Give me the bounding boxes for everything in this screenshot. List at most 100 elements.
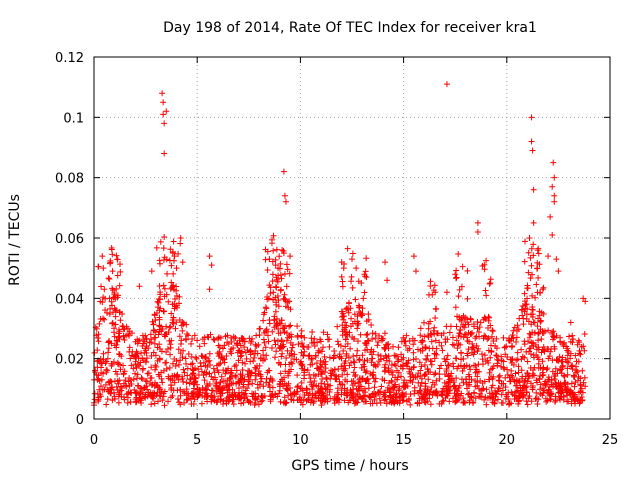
data-point: [236, 379, 243, 386]
data-point: [416, 359, 423, 366]
data-point: [540, 371, 547, 378]
data-point: [436, 375, 443, 382]
data-point: [229, 398, 236, 405]
data-point: [388, 378, 395, 385]
data-point: [324, 336, 331, 343]
data-point: [384, 277, 391, 284]
data-point: [103, 358, 110, 365]
data-point: [183, 392, 190, 399]
data-point: [158, 328, 165, 335]
data-point: [338, 259, 345, 266]
data-point: [578, 394, 585, 401]
data-point: [319, 397, 326, 404]
data-point: [122, 377, 129, 384]
data-point: [281, 380, 288, 387]
data-point: [252, 376, 259, 383]
data-point: [342, 336, 349, 343]
data-point: [228, 338, 235, 345]
data-point: [254, 381, 261, 388]
data-point: [444, 362, 451, 369]
data-point: [534, 259, 541, 266]
data-point: [474, 319, 481, 326]
data-point: [490, 337, 497, 344]
data-point: [157, 392, 164, 399]
data-point: [309, 329, 316, 336]
data-point: [425, 325, 432, 332]
data-point: [177, 401, 184, 408]
data-point: [528, 138, 535, 145]
data-point: [493, 353, 500, 360]
data-point: [519, 312, 526, 319]
data-point: [114, 272, 121, 279]
data-point: [112, 321, 119, 328]
data-point: [160, 282, 167, 289]
data-point: [95, 375, 102, 382]
data-point: [156, 260, 163, 267]
data-point: [316, 348, 323, 355]
data-point: [103, 369, 110, 376]
data-point: [202, 362, 209, 369]
data-point: [377, 399, 384, 406]
data-point: [310, 400, 317, 407]
data-point: [314, 388, 321, 395]
data-point: [537, 289, 544, 296]
data-point: [284, 334, 291, 341]
data-point: [380, 335, 387, 342]
data-point: [534, 323, 541, 330]
data-point: [206, 350, 213, 357]
data-point: [126, 382, 133, 389]
data-point: [366, 394, 373, 401]
data-point: [513, 339, 520, 346]
data-point: [357, 393, 364, 400]
data-point: [432, 337, 439, 344]
data-point: [233, 380, 240, 387]
data-point: [345, 309, 352, 316]
data-point: [280, 343, 287, 350]
data-point: [331, 366, 338, 373]
data-point: [348, 315, 355, 322]
data-point: [391, 383, 398, 390]
data-point: [519, 375, 526, 382]
data-point: [458, 356, 465, 363]
data-point: [475, 329, 482, 336]
data-point: [116, 328, 123, 335]
data-point: [470, 344, 477, 351]
data-point: [410, 341, 417, 348]
data-point: [167, 246, 174, 253]
data-point: [343, 350, 350, 357]
data-point: [547, 395, 554, 402]
data-point: [260, 336, 267, 343]
data-point: [474, 228, 481, 235]
data-point: [116, 351, 123, 358]
data-point: [560, 396, 567, 403]
grid-lines: [94, 57, 610, 419]
data-point: [232, 372, 239, 379]
data-point: [144, 370, 151, 377]
data-point: [447, 323, 454, 330]
data-point: [402, 383, 409, 390]
data-point: [521, 290, 528, 297]
data-point: [520, 384, 527, 391]
data-point: [266, 282, 273, 289]
data-point: [273, 315, 280, 322]
data-point: [235, 357, 242, 364]
data-point: [150, 395, 157, 402]
data-point: [345, 299, 352, 306]
data-point: [159, 379, 166, 386]
data-point: [472, 395, 479, 402]
data-point: [283, 385, 290, 392]
data-point: [431, 282, 438, 289]
data-point: [111, 333, 118, 340]
data-point: [221, 359, 228, 366]
data-point: [453, 398, 460, 405]
data-point: [156, 282, 163, 289]
data-point: [470, 389, 477, 396]
data-point: [173, 265, 180, 272]
data-point: [360, 295, 367, 302]
data-point: [430, 327, 437, 334]
data-point: [425, 376, 432, 383]
data-point: [549, 183, 556, 190]
data-point: [364, 357, 371, 364]
data-point: [135, 382, 142, 389]
data-point: [385, 353, 392, 360]
